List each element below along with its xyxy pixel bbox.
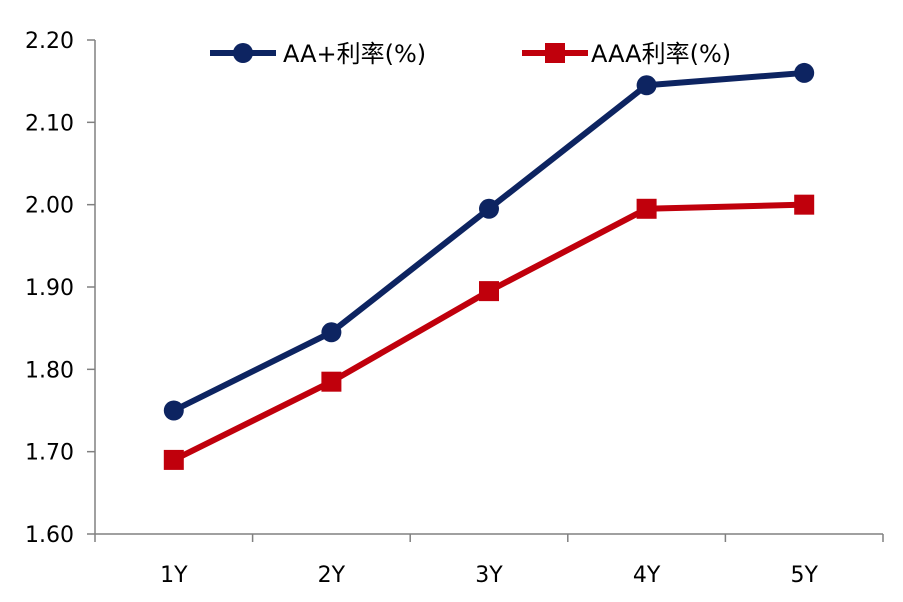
- y-tick-label: 1.80: [25, 358, 74, 383]
- y-tick-label: 1.70: [25, 441, 74, 466]
- data-point: [321, 371, 342, 392]
- data-point: [636, 75, 657, 96]
- x-tick-label: 1Y: [160, 563, 188, 588]
- data-point: [163, 449, 184, 470]
- axes: 1.60 1.70 1.80 1.90 2.00 2.10 2.20 1Y 2Y 3Y 4Y 5Y: [25, 29, 884, 588]
- y-tick-label: 1.60: [25, 523, 74, 548]
- series-layer: [163, 62, 815, 470]
- y-tick-label: 2.10: [25, 111, 74, 136]
- y-tick-label: 2.20: [25, 29, 74, 54]
- legend-marker: [545, 43, 565, 63]
- legend-item: AAA利率(%): [522, 40, 731, 68]
- legend-marker: [233, 43, 253, 63]
- legend-label: AAA利率(%): [591, 40, 731, 68]
- legend-label: AA+利率(%): [283, 40, 426, 68]
- data-point: [794, 62, 815, 83]
- series-line: [172, 69, 805, 414]
- x-tick-label: 4Y: [633, 563, 661, 588]
- data-point: [636, 198, 657, 219]
- y-tick-label: 1.90: [25, 276, 74, 301]
- x-tick-label: 2Y: [318, 563, 346, 588]
- x-tick-label: 5Y: [790, 563, 818, 588]
- y-tick-label: 2.00: [25, 194, 74, 219]
- legend-item: AA+利率(%): [210, 40, 426, 68]
- legend: AA+利率(%) AAA利率(%): [210, 40, 731, 68]
- data-point: [479, 198, 499, 219]
- data-point: [794, 194, 815, 215]
- series-line: [172, 201, 805, 463]
- series-2: [163, 194, 815, 470]
- x-tick-label: 3Y: [475, 563, 503, 588]
- series-1: [163, 62, 815, 421]
- data-point: [479, 281, 499, 302]
- data-point: [321, 322, 342, 343]
- data-point: [163, 400, 184, 421]
